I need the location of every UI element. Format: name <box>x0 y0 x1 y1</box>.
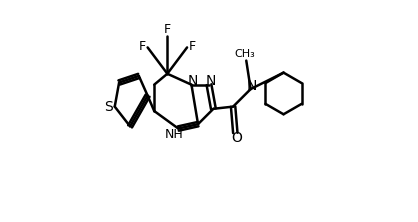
Text: N: N <box>247 79 257 93</box>
Text: N: N <box>188 74 199 88</box>
Text: F: F <box>189 40 196 53</box>
Text: F: F <box>164 23 171 36</box>
Text: S: S <box>104 100 113 114</box>
Text: F: F <box>139 40 146 53</box>
Text: O: O <box>232 131 242 145</box>
Text: NH: NH <box>165 128 184 141</box>
Text: CH₃: CH₃ <box>235 50 255 59</box>
Text: N: N <box>206 74 216 88</box>
